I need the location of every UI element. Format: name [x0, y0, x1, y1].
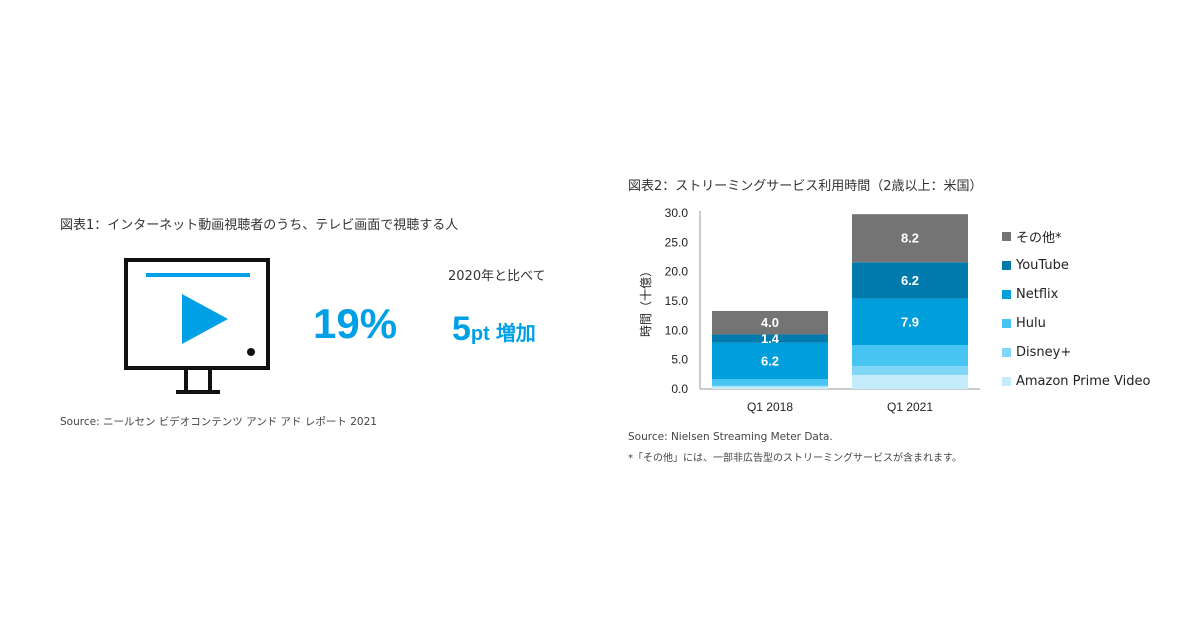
- bar-segment: [852, 214, 968, 263]
- legend-item: その他*: [1002, 222, 1150, 251]
- increase-word: 増加: [495, 323, 536, 345]
- legend-label: Netflix: [1016, 287, 1059, 302]
- legend-item: Amazon Prime Video: [1002, 367, 1150, 396]
- bar-segment: [712, 342, 828, 380]
- legend-item: Hulu: [1002, 309, 1150, 338]
- bar-segment: [712, 385, 828, 387]
- legend-swatch: [1002, 377, 1011, 386]
- y-axis-label: 時間（十億）: [639, 265, 653, 337]
- x-tick-label: Q1 2018: [747, 400, 793, 414]
- legend-item: Disney+: [1002, 338, 1150, 367]
- figure1-source: Source: ニールセン ビデオコンテンツ アンド アド レポート 2021: [60, 416, 377, 428]
- legend-swatch: [1002, 232, 1011, 241]
- bar-segment: [852, 345, 968, 367]
- bar-segment: [712, 334, 828, 343]
- legend-swatch: [1002, 319, 1011, 328]
- percentage-value: 19%: [313, 300, 398, 347]
- figure2-title: 図表2：ストリーミングサービス利用時間（2歳以上：米国）: [628, 179, 983, 194]
- tv-play-icon: [120, 252, 280, 401]
- increase-unit: pt: [470, 323, 490, 345]
- bar-segment: [852, 298, 968, 345]
- bar-segment: [712, 386, 828, 389]
- increase-value: 5pt 増加: [452, 310, 536, 349]
- bar-segment: [852, 366, 968, 375]
- chart-legend: その他* YouTube Netflix Hulu Disney+ Amazon Prim…: [1002, 222, 1150, 396]
- y-tick-label: 0.0: [671, 382, 688, 396]
- y-tick-label: 5.0: [671, 353, 688, 367]
- legend-swatch: [1002, 290, 1011, 299]
- data-label: 6.2: [761, 353, 779, 368]
- legend-item: YouTube: [1002, 251, 1150, 280]
- legend-label: Amazon Prime Video: [1016, 374, 1151, 389]
- bar-segment: [852, 374, 968, 389]
- stacked-bar-chart: 時間（十億） 0.0 5.0 10.0 15.0 20.0 25.0 30.0 6.2 1.44.…: [639, 206, 980, 414]
- bar-segment: [712, 379, 828, 386]
- data-label: 7.9: [901, 314, 919, 329]
- data-label: 8.2: [901, 231, 919, 246]
- data-label: 6.2: [901, 273, 919, 288]
- increase-number: 5: [452, 310, 471, 348]
- figure2-source: Source: Nielsen Streaming Meter Data.: [628, 431, 833, 443]
- legend-label: YouTube: [1016, 258, 1069, 273]
- y-tick-label: 10.0: [665, 323, 689, 337]
- legend-swatch: [1002, 261, 1011, 270]
- legend-label: Disney+: [1016, 345, 1072, 360]
- legend-item: Netflix: [1002, 280, 1150, 309]
- legend-label: その他*: [1016, 231, 1062, 246]
- figure1-title: 図表1：インターネット動画視聴者のうち、テレビ画面で視聴する人: [60, 218, 459, 233]
- bar-segment: [712, 310, 828, 335]
- figure2-note: *「その他」には、一部非広告型のストリーミングサービスが含まれます。: [628, 453, 962, 464]
- legend-swatch: [1002, 348, 1011, 357]
- bar-segment: [852, 262, 968, 299]
- y-tick-label: 30.0: [665, 206, 689, 220]
- y-tick-label: 25.0: [665, 235, 689, 249]
- y-tick-label: 20.0: [665, 265, 689, 279]
- legend-label: Hulu: [1016, 316, 1046, 331]
- y-tick-label: 15.0: [665, 294, 689, 308]
- data-label: 4.0: [761, 315, 779, 330]
- compare-label: 2020年と比べて: [448, 269, 546, 284]
- x-tick-label: Q1 2021: [887, 400, 933, 414]
- data-label: 1.4: [761, 331, 780, 346]
